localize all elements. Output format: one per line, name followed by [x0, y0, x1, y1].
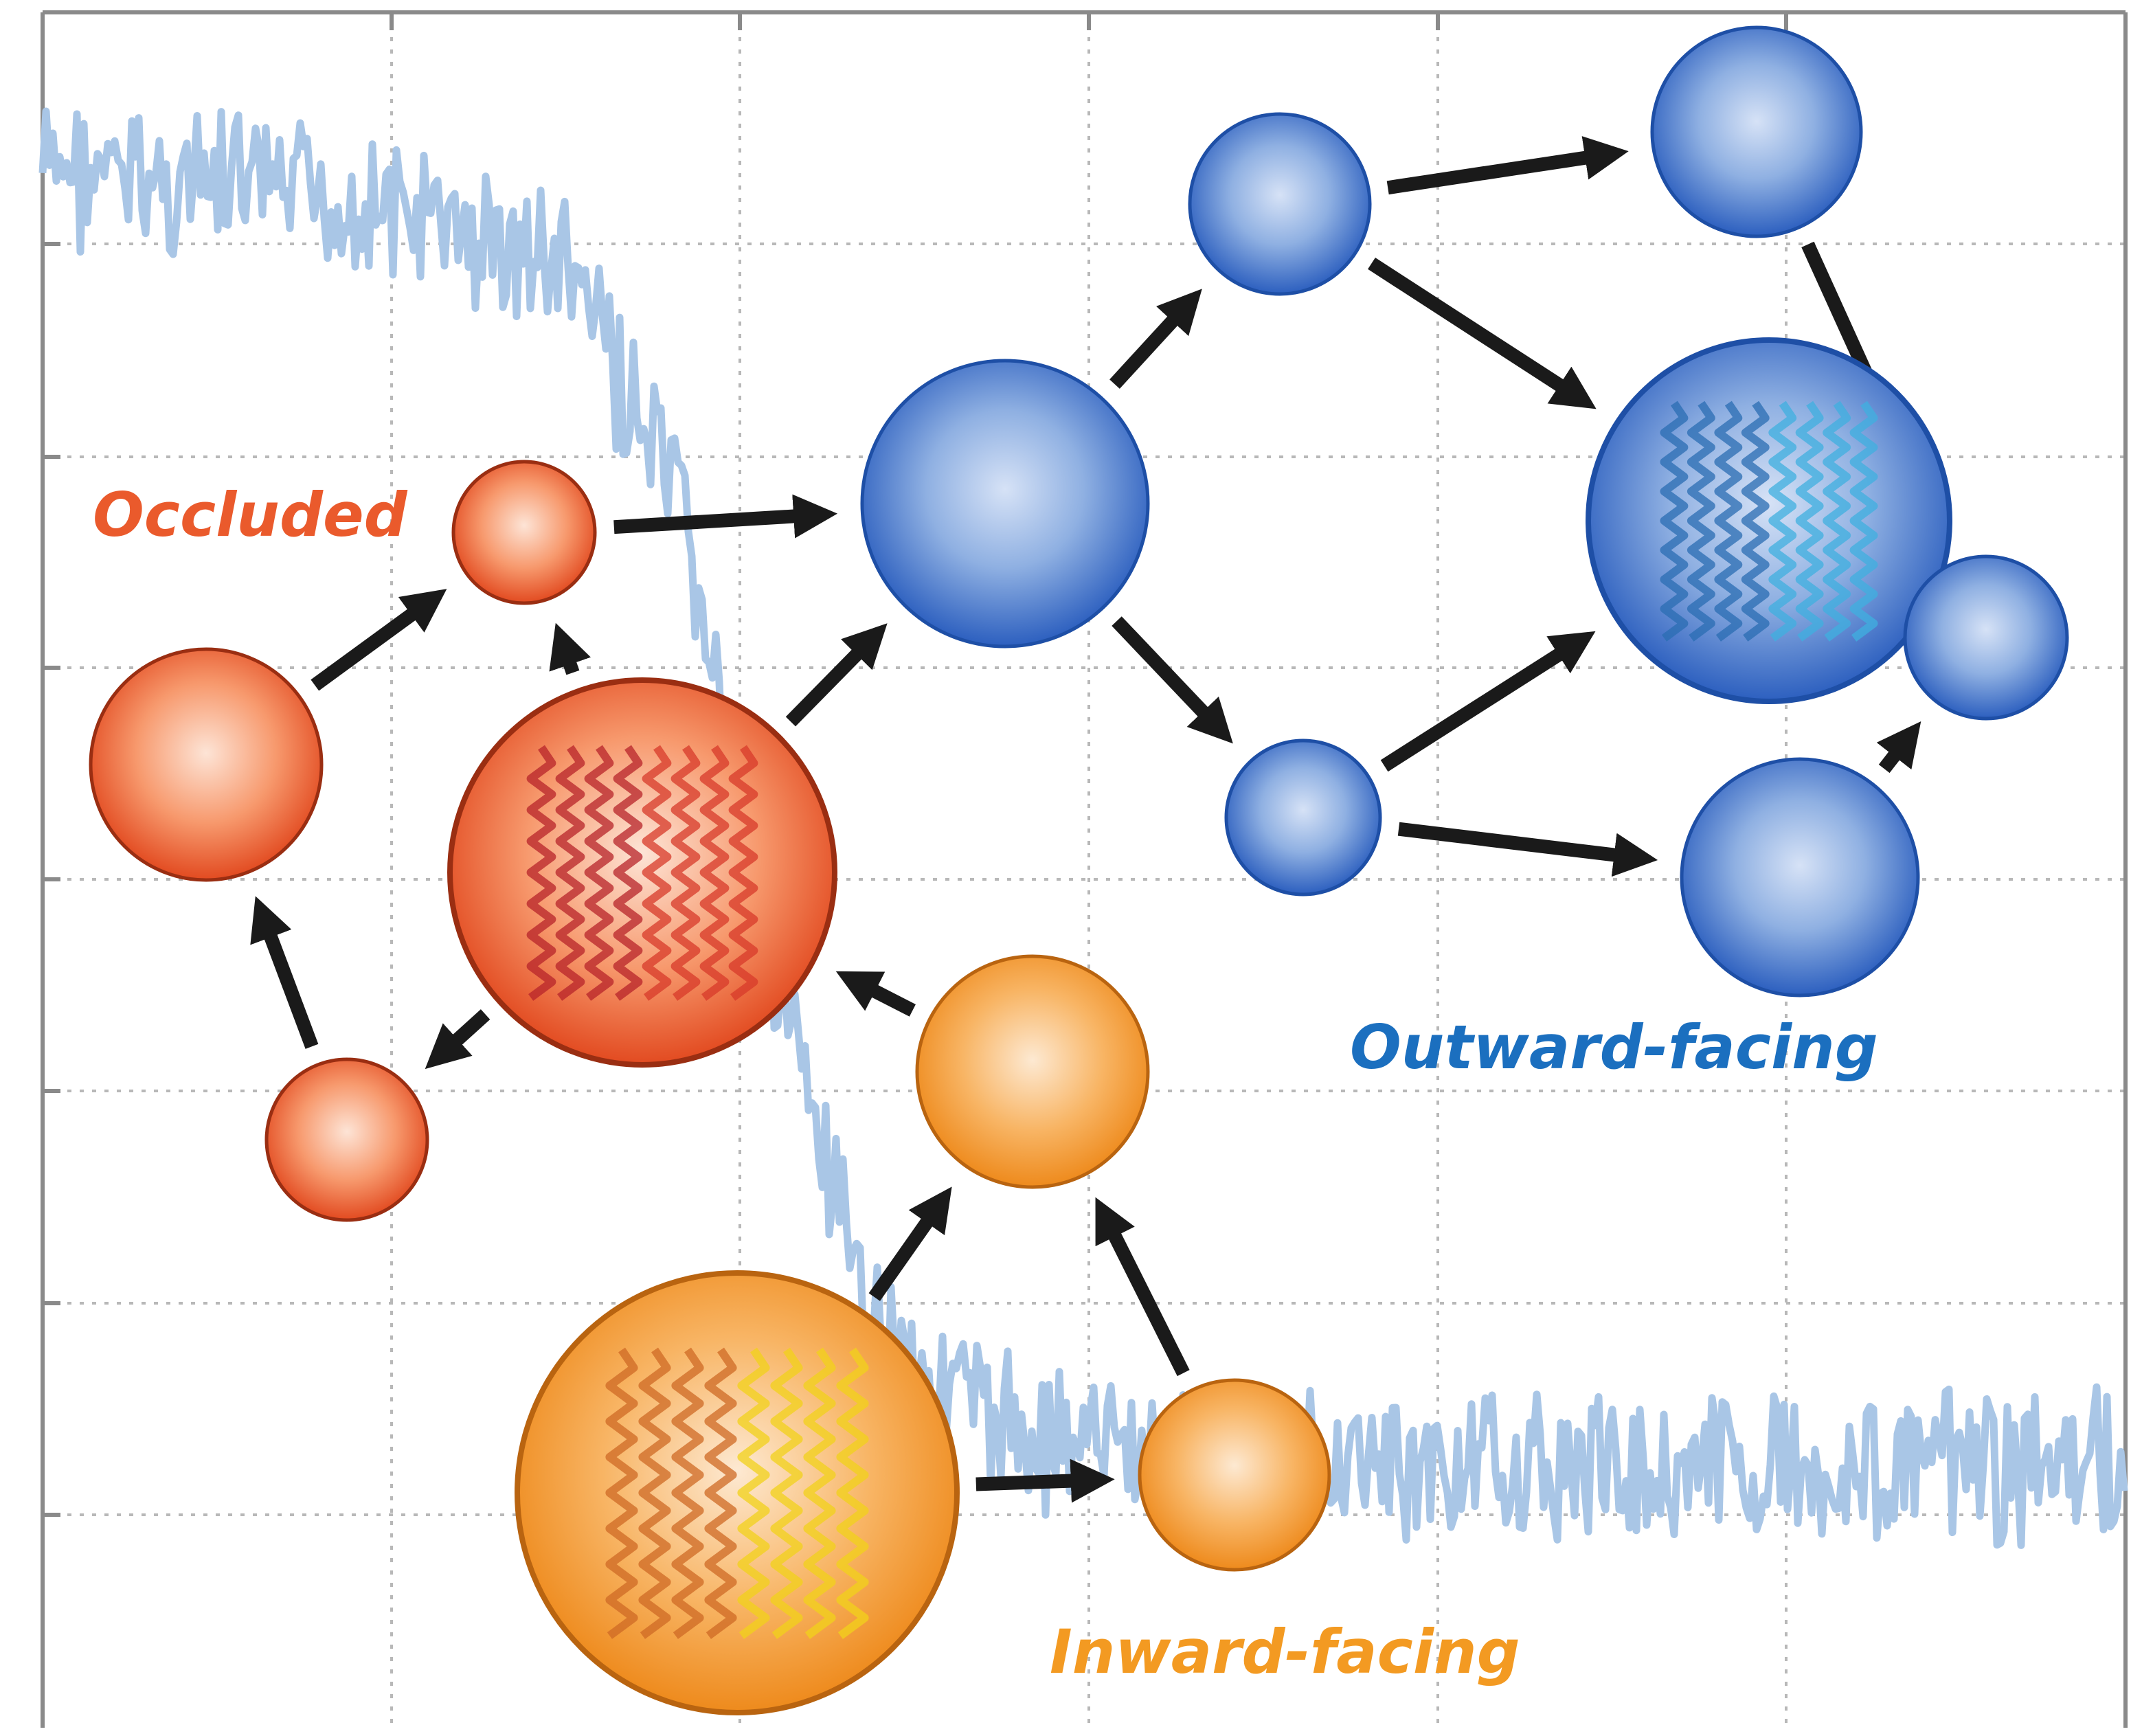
state-outward-8: [1650, 25, 1863, 238]
plot-frame: [41, 10, 2128, 1728]
state-outward-5: [1188, 112, 1372, 296]
transition-arrow: [311, 589, 447, 691]
transition-arrow: [976, 1458, 1115, 1503]
state-nodes: [89, 25, 2069, 1715]
transition-arrow: [1112, 616, 1233, 744]
label-outward-facing: Outward-facing: [1350, 1012, 1878, 1083]
state-occluded-3: [264, 1057, 429, 1222]
state-inward-12: [515, 1270, 960, 1715]
state-outward-4: [860, 359, 1150, 649]
transition-arrow: [1380, 631, 1596, 772]
transition-arrow: [1368, 258, 1597, 409]
label-inward-facing: Inward-facing: [1050, 1616, 1520, 1687]
label-occluded: Occluded: [93, 480, 408, 550]
state-occluded-0: [451, 460, 597, 605]
transition-arrow: [549, 622, 591, 675]
transition-arrow: [835, 971, 916, 1017]
transition-arrow: [1876, 721, 1921, 774]
transition-arrow: [785, 623, 888, 727]
transition-arrow: [1397, 822, 1658, 877]
protein-structure-occluded: [526, 745, 758, 1001]
transition-arrow: [868, 1186, 952, 1301]
transition-arrow: [613, 494, 838, 539]
state-inward-11: [915, 954, 1150, 1189]
rmsd-trace: [38, 107, 2128, 1549]
transition-arrow: [425, 1009, 491, 1070]
protein-structure-inward: [605, 1347, 869, 1639]
state-outward-9: [1903, 554, 2069, 721]
state-occluded-1: [89, 647, 324, 882]
state-inward-13: [1138, 1378, 1331, 1572]
transition-arrow: [1109, 289, 1202, 389]
state-outward-10: [1680, 757, 1920, 997]
transition-arrow: [1386, 136, 1629, 195]
state-outward-7: [1586, 337, 1952, 704]
transition-arrow: [1095, 1197, 1190, 1377]
state-occluded-2: [447, 677, 837, 1068]
transition-arrow: [250, 896, 319, 1049]
state-outward-6: [1224, 739, 1382, 897]
protein-structure-outward: [1660, 401, 1878, 642]
transition-arrows: [250, 136, 1981, 1503]
